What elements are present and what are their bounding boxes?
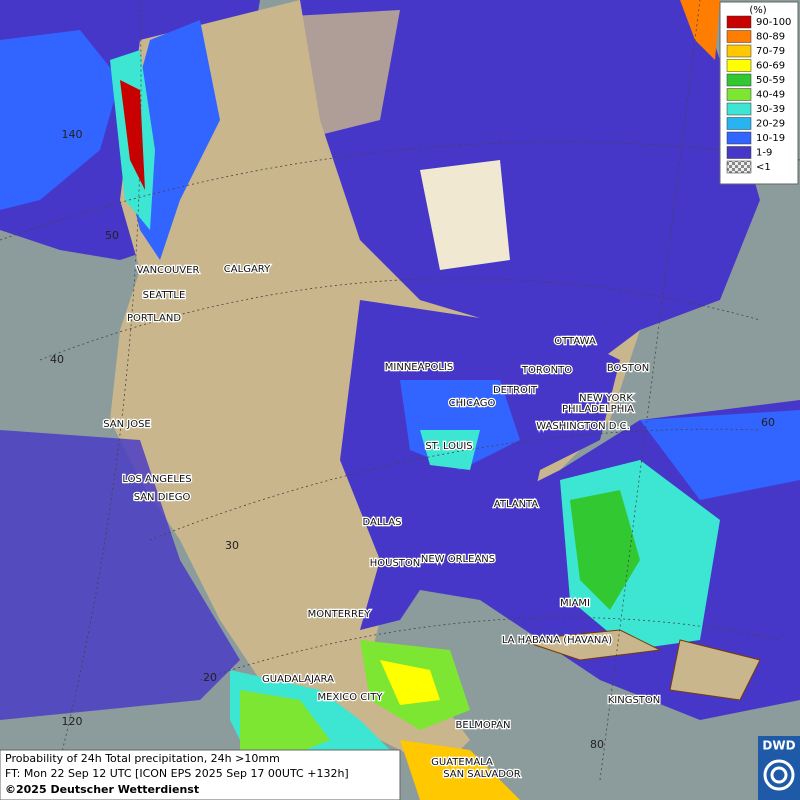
legend-label: 50-59: [756, 75, 785, 86]
city-label: WASHINGTON D.C.: [536, 421, 630, 432]
legend-swatch: [726, 160, 752, 174]
legend-label: 20-29: [756, 119, 785, 130]
legend-label: 10-19: [756, 133, 785, 144]
city-label: DALLAS: [363, 517, 402, 528]
graticule-label: 50: [105, 229, 119, 242]
legend-swatch: [726, 88, 752, 101]
city-label: PORTLAND: [127, 313, 181, 324]
city-label: DETROIT: [493, 385, 538, 396]
city-label: OTTAWA: [554, 336, 596, 347]
legend-swatch: [726, 73, 752, 87]
footer-line: FT: Mon 22 Sep 12 UTC [ICON EPS 2025 Sep…: [5, 767, 349, 780]
legend-title: (%): [749, 5, 766, 16]
footer: Probability of 24h Total precipitation, …: [0, 749, 401, 800]
city-label: LA HABANA (HAVANA): [502, 635, 612, 646]
legend-label: 60-69: [756, 61, 785, 72]
legend-label: 90-100: [756, 17, 791, 28]
legend-label: 30-39: [756, 104, 785, 115]
city-label: SAN JOSE: [103, 419, 151, 430]
graticule: [0, 0, 800, 781]
graticule-label: 30: [225, 539, 239, 552]
footer-line: ©2025 Deutscher Wetterdienst: [5, 783, 199, 796]
city-label: CHICAGO: [449, 398, 496, 409]
city-label: MIAMI: [560, 598, 590, 609]
city-label: NEW YORK: [579, 393, 633, 404]
legend-swatch: [726, 146, 752, 159]
city-label: KINGSTON: [608, 695, 661, 706]
logo: DWD: [758, 736, 800, 800]
city-label: SAN DIEGO: [134, 492, 191, 503]
legend-swatch: [726, 59, 752, 72]
city-label: BOSTON: [607, 363, 649, 374]
city-label: MINNEAPOLIS: [385, 362, 453, 373]
legend-swatch: [726, 15, 752, 29]
city-label: ST. LOUIS: [425, 441, 472, 452]
graticule-label: 20: [203, 671, 217, 684]
graticule-label: 60: [761, 416, 775, 429]
graticule-label: 80: [590, 738, 604, 751]
legend-label: 1-9: [756, 148, 772, 159]
city-label: NEW ORLEANS: [421, 554, 495, 565]
legend-swatch: [726, 131, 752, 145]
legend-swatch: [726, 102, 752, 116]
city-label: HOUSTON: [370, 558, 421, 569]
city-label: SAN SALVADOR: [443, 769, 520, 780]
city-label: LOS ANGELES: [122, 474, 191, 485]
legend-label: 40-49: [756, 90, 785, 101]
legend-label: 70-79: [756, 46, 785, 57]
legend: (%) 90-100 80-89 70-79 60-69 50-59 40-49 30-39…: [719, 1, 799, 185]
city-label: ATLANTA: [494, 499, 539, 510]
city-label: PHILADELPHIA: [562, 404, 634, 415]
city-label: CALGARY: [224, 264, 271, 275]
legend-swatch: [726, 44, 752, 58]
graticule-label: 40: [50, 353, 64, 366]
legend-swatch: [726, 30, 752, 43]
city-label: VANCOUVER: [137, 265, 200, 276]
city-label: BELMOPAN: [456, 720, 511, 731]
legend-label: <1: [756, 162, 771, 173]
city-label: MONTERREY: [308, 609, 372, 620]
city-label: MEXICO CITY: [318, 692, 384, 703]
city-label: GUADALAJARA: [262, 674, 334, 685]
city-label: SEATTLE: [143, 290, 186, 301]
legend-swatch: [726, 117, 752, 130]
graticule-label: 140: [62, 128, 83, 141]
city-label: GUATEMALA: [431, 757, 493, 768]
graticule-label: 120: [62, 715, 83, 728]
logo-text: DWD: [762, 739, 795, 753]
footer-line: Probability of 24h Total precipitation, …: [5, 752, 280, 765]
legend-label: 80-89: [756, 32, 785, 43]
city-label: TORONTO: [521, 365, 572, 376]
